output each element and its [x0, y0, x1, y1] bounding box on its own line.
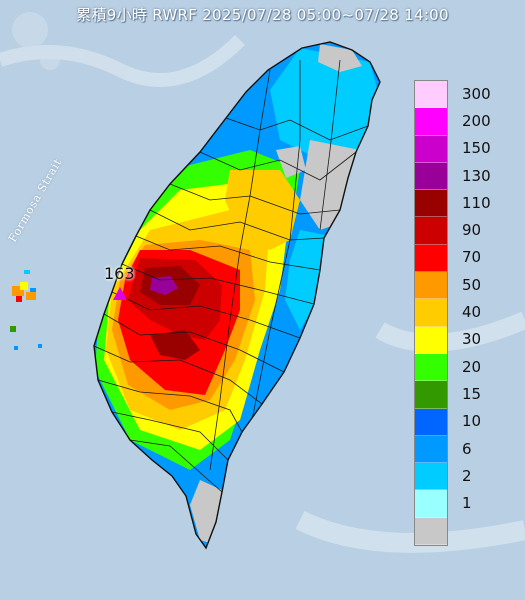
legend-label: 2: [462, 466, 472, 485]
legend-swatch: [415, 81, 447, 109]
legend-label: 10: [462, 412, 482, 431]
boundaries: [94, 59, 369, 493]
legend-swatch: [415, 108, 447, 136]
map-title: 累積9小時 RWRF 2025/07/28 05:00~07/28 14:00: [76, 6, 449, 24]
legend-swatch: [415, 381, 447, 409]
legend-label: 130: [462, 166, 491, 185]
legend-swatch: [415, 162, 447, 191]
legend-label: 1: [462, 494, 472, 513]
legend-swatch: [415, 244, 447, 273]
peak-triangle-icon: [113, 287, 127, 300]
legend-label: 6: [462, 439, 472, 458]
legend-label: 50: [462, 275, 482, 294]
legend-label: 70: [462, 248, 482, 267]
legend-swatch: [415, 408, 447, 436]
rainfall-fields: [95, 44, 380, 545]
legend-swatch: [415, 135, 447, 163]
legend-swatch: [415, 217, 447, 245]
color-legend: [414, 80, 448, 547]
legend-swatch: [415, 326, 447, 354]
legend-label: 90: [462, 221, 482, 240]
legend-swatch: [415, 490, 447, 518]
legend-label: 30: [462, 330, 482, 349]
island-outline: [93, 41, 381, 550]
legend-swatch: [415, 517, 447, 546]
legend-swatch: [415, 435, 447, 464]
legend-label: 110: [462, 193, 491, 212]
legend-label: 40: [462, 303, 482, 322]
legend-label: 300: [462, 84, 491, 103]
legend-swatch: [415, 299, 447, 327]
peak-value-label: 163: [104, 264, 135, 283]
offshore-islands: [10, 270, 42, 350]
legend-label: 150: [462, 139, 491, 158]
legend-label: 200: [462, 111, 491, 130]
legend-label: 20: [462, 357, 482, 376]
legend-swatch: [415, 190, 447, 218]
legend-swatch: [415, 353, 447, 382]
legend-swatch: [415, 463, 447, 491]
legend-swatch: [415, 272, 447, 300]
legend-label: 15: [462, 384, 482, 403]
